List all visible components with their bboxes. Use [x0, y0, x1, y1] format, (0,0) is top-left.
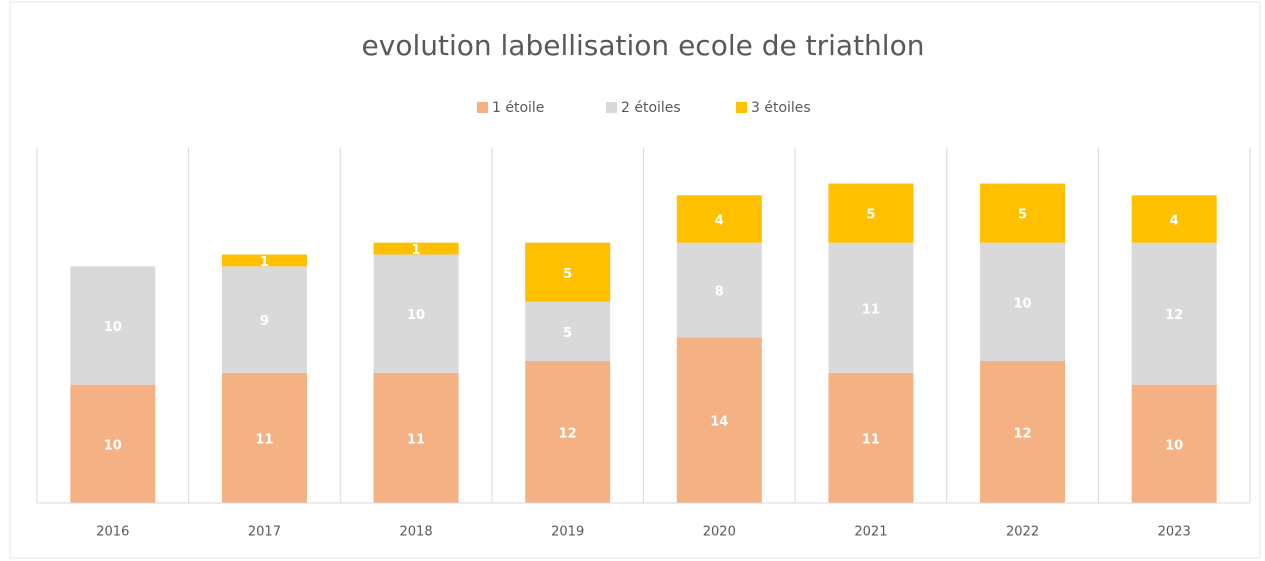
x-tick-label: 2023	[1158, 525, 1191, 540]
data-label: 11	[862, 432, 880, 447]
data-label: 5	[866, 208, 875, 223]
data-label: 11	[862, 302, 880, 317]
data-label: 10	[407, 308, 425, 323]
legend-swatch	[477, 102, 488, 113]
data-label: 1	[260, 255, 269, 270]
bar-segment	[828, 372, 914, 503]
data-label: 4	[715, 214, 724, 229]
data-label: 11	[407, 432, 425, 447]
bar-segment	[373, 242, 459, 255]
bar-segment	[525, 242, 611, 302]
x-tick-label: 2018	[400, 525, 433, 540]
bar-segment	[828, 183, 914, 243]
bar-segment	[676, 242, 762, 338]
legend-label: 2 étoiles	[621, 100, 681, 116]
chart-title: evolution labellisation ecole de triathl…	[362, 29, 925, 62]
data-label: 10	[1014, 296, 1032, 311]
data-label: 8	[715, 285, 724, 300]
bar-segment	[525, 301, 611, 361]
data-label: 5	[563, 267, 572, 282]
bar-segment	[980, 242, 1066, 361]
x-tick-label: 2020	[703, 525, 736, 540]
bar-segment	[1131, 384, 1217, 503]
legend-label: 1 étoile	[492, 100, 544, 116]
data-label: 12	[1165, 308, 1183, 323]
x-tick-label: 2017	[248, 525, 281, 540]
bar-segment	[828, 242, 914, 373]
bar-segment	[1131, 195, 1217, 243]
bar-segment	[70, 384, 156, 503]
x-tick-label: 2016	[96, 525, 129, 540]
x-tick-label: 2019	[551, 525, 584, 540]
x-tick-label: 2021	[854, 525, 887, 540]
data-label: 1	[412, 243, 421, 258]
bar-segment	[373, 254, 459, 373]
bar-segment	[1131, 242, 1217, 385]
data-label: 12	[1014, 427, 1032, 442]
data-label: 5	[563, 326, 572, 341]
legend-swatch	[736, 102, 747, 113]
bar-segment	[525, 361, 611, 503]
data-label: 10	[1165, 438, 1183, 453]
data-label: 4	[1170, 214, 1179, 229]
legend-swatch	[606, 102, 617, 113]
data-label: 10	[104, 438, 122, 453]
data-label: 14	[710, 415, 728, 430]
bar-segment	[980, 361, 1066, 503]
bar-segment	[221, 254, 307, 267]
data-label: 5	[1018, 208, 1027, 223]
data-label: 12	[559, 427, 577, 442]
bar-segment	[676, 195, 762, 243]
bar-segment	[676, 337, 762, 503]
bar-segment	[221, 266, 307, 373]
bar-segment	[373, 372, 459, 503]
bar-segment	[70, 266, 156, 385]
x-tick-label: 2022	[1006, 525, 1039, 540]
bar-segment	[980, 183, 1066, 243]
chart-frame	[9, 1, 1261, 559]
data-label: 9	[260, 314, 269, 329]
bar-segment	[221, 372, 307, 503]
data-label: 10	[104, 320, 122, 335]
legend-label: 3 étoiles	[751, 100, 811, 116]
data-label: 11	[255, 432, 273, 447]
